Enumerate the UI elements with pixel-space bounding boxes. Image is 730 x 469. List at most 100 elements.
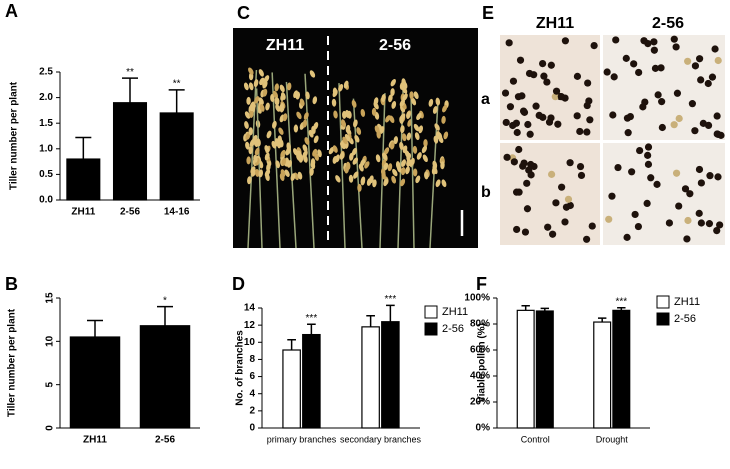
- grain: [277, 140, 282, 149]
- grain: [385, 115, 391, 123]
- grain: [400, 167, 406, 176]
- grain: [379, 126, 385, 134]
- grain: [248, 127, 253, 136]
- pollen-grain: [697, 219, 705, 227]
- grain: [356, 127, 362, 135]
- y-tick-label: 0.5: [39, 169, 53, 180]
- error-bar: [157, 305, 173, 326]
- pollen-grain: [605, 215, 613, 223]
- grain: [406, 152, 412, 161]
- pollen-grain: [688, 100, 696, 108]
- y-tick-label: 14: [244, 303, 256, 314]
- y-tick-label: 12: [244, 320, 256, 331]
- pollen-grain: [672, 43, 680, 51]
- grain: [332, 87, 338, 96]
- grain: [364, 161, 370, 169]
- grain: [435, 97, 441, 106]
- grain: [360, 109, 366, 117]
- grain: [262, 80, 268, 89]
- pollen-grain: [503, 153, 511, 161]
- pollen-grain: [577, 171, 586, 180]
- grain: [406, 158, 412, 167]
- grain: [351, 99, 357, 108]
- grain: [303, 112, 309, 120]
- pollen-grain: [585, 97, 593, 105]
- grain: [279, 84, 285, 93]
- bar: [282, 349, 301, 429]
- grain: [400, 125, 405, 134]
- y-tick-label: 0.0: [39, 195, 53, 206]
- grain: [376, 130, 381, 139]
- grain: [353, 171, 359, 179]
- pollen-grain: [551, 93, 559, 101]
- grain: [342, 136, 348, 145]
- grain: [406, 111, 411, 120]
- pollen-grain: [513, 225, 521, 234]
- pollen-grain: [566, 159, 574, 167]
- grain: [248, 67, 254, 75]
- grain: [297, 171, 303, 180]
- pollen-grain: [610, 73, 618, 81]
- grain: [263, 75, 270, 83]
- grain: [275, 160, 280, 169]
- grain: [413, 91, 419, 100]
- grain: [392, 168, 398, 177]
- y-tick-label: 5: [45, 381, 56, 387]
- grain: [389, 115, 395, 124]
- pollen-grain: [573, 112, 581, 120]
- grain: [345, 124, 351, 133]
- pollen-grain: [658, 123, 666, 132]
- grain: [255, 168, 260, 177]
- grain: [303, 154, 308, 163]
- grain: [406, 132, 412, 141]
- bar: [112, 102, 148, 201]
- pollen-grain: [523, 205, 532, 213]
- pollen-grain: [672, 169, 681, 177]
- grain: [335, 154, 340, 163]
- grain: [252, 135, 258, 143]
- pollen-grain: [670, 121, 678, 129]
- grain: [372, 179, 377, 188]
- grain: [244, 121, 249, 129]
- y-tick-label: 80%: [470, 319, 490, 330]
- pollen-grain: [564, 195, 573, 203]
- grain: [284, 169, 290, 177]
- grain: [432, 106, 438, 114]
- y-axis-label: Tiller number per plant: [9, 81, 20, 190]
- pollen-cell: [603, 143, 725, 245]
- pollen-photos: [500, 35, 725, 245]
- pollen-grain: [635, 68, 643, 77]
- bar: [593, 321, 612, 429]
- error-bar: [122, 77, 138, 103]
- grain: [264, 145, 270, 153]
- legend-swatch: [656, 312, 670, 326]
- pollen-grain: [630, 60, 638, 68]
- pollen-grain: [586, 116, 594, 124]
- error-bar: [521, 305, 530, 311]
- grain: [244, 111, 251, 119]
- pollen-grain: [584, 79, 592, 87]
- pollen-grain: [714, 173, 722, 181]
- error-bar: [307, 323, 316, 335]
- grain: [308, 129, 314, 138]
- pollen-grain: [543, 78, 551, 86]
- grain: [348, 174, 354, 183]
- grain: [441, 104, 448, 113]
- significance: *: [163, 295, 167, 306]
- pollen-grain: [588, 222, 596, 230]
- pollen-grain: [501, 89, 510, 97]
- y-tick-label: 0: [45, 425, 56, 431]
- pollen-grain: [647, 174, 655, 182]
- grain: [423, 139, 428, 148]
- grain: [251, 169, 257, 177]
- grain: [314, 153, 319, 161]
- grain: [248, 146, 253, 155]
- grain: [266, 163, 271, 172]
- grain: [305, 91, 310, 100]
- bar: [535, 310, 554, 429]
- pollen-grain: [708, 73, 717, 81]
- panel-letter: A: [5, 1, 18, 21]
- grain: [249, 109, 254, 118]
- y-tick-label: 10: [244, 337, 256, 348]
- significance: **: [126, 67, 134, 78]
